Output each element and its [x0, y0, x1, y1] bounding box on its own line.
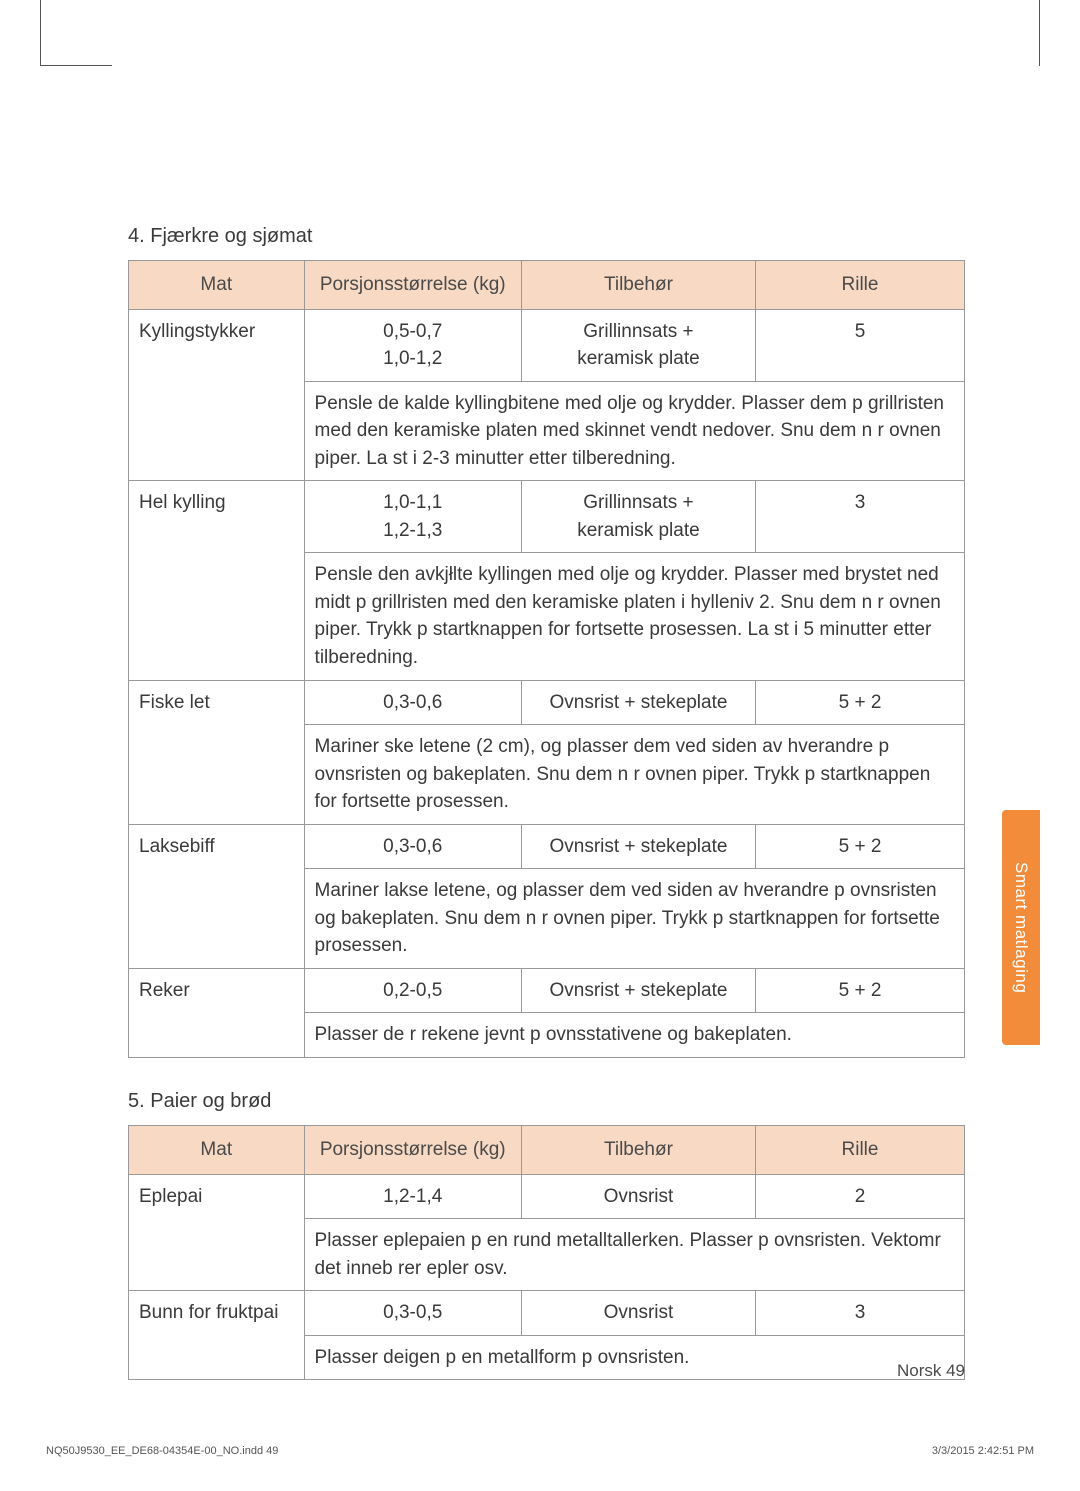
cell-instructions: Plasser de r rekene jevnt p ovnsstativen… — [304, 1013, 964, 1058]
cell-portion: 0,5-0,7 1,0-1,2 — [304, 309, 521, 381]
accessory-line: keramisk plate — [532, 517, 745, 545]
table-row: Fiske let 0,3-0,6 Ovnsrist + stekeplate … — [129, 680, 965, 725]
col-accessory: Tilbehør — [521, 1126, 755, 1175]
cell-instructions: Plasser deigen p en metallform p ovnsris… — [304, 1335, 964, 1380]
page-number: Norsk 49 — [897, 1361, 965, 1381]
side-tab: Smart matlaging — [1002, 810, 1040, 1045]
cell-food: Kyllingstykker — [129, 309, 305, 481]
section5-table: Mat Porsjonsstørrelse (kg) Tilbehør Rill… — [128, 1125, 965, 1380]
table-header-row: Mat Porsjonsstørrelse (kg) Tilbehør Rill… — [129, 261, 965, 310]
portion-line: 1,2-1,3 — [315, 517, 511, 545]
cell-portion: 1,2-1,4 — [304, 1174, 521, 1219]
cell-level: 5 + 2 — [755, 824, 964, 869]
cell-portion: 0,3-0,5 — [304, 1291, 521, 1336]
cell-level: 5 + 2 — [755, 968, 964, 1013]
table-header-row: Mat Porsjonsstørrelse (kg) Tilbehør Rill… — [129, 1126, 965, 1175]
cell-accessory: Ovnsrist — [521, 1174, 755, 1219]
cell-food: Hel kylling — [129, 481, 305, 680]
cell-accessory: Ovnsrist + stekeplate — [521, 824, 755, 869]
crop-mark-top-left — [40, 0, 112, 66]
cell-food: Eplepai — [129, 1174, 305, 1291]
cell-food: Fiske let — [129, 680, 305, 824]
cell-accessory: Ovnsrist — [521, 1291, 755, 1336]
cell-portion: 1,0-1,1 1,2-1,3 — [304, 481, 521, 553]
cell-accessory: Ovnsrist + stekeplate — [521, 680, 755, 725]
col-food: Mat — [129, 261, 305, 310]
section5-heading: 5. Paier og brød — [128, 1090, 965, 1113]
cell-accessory: Ovnsrist + stekeplate — [521, 968, 755, 1013]
portion-line: 1,0-1,1 — [315, 489, 511, 517]
portion-line: 0,5-0,7 — [315, 318, 511, 346]
section4-table: Mat Porsjonsstørrelse (kg) Tilbehør Rill… — [128, 260, 965, 1058]
footer-filename: NQ50J9530_EE_DE68-04354E-00_NO.indd 49 — [46, 1445, 278, 1457]
cell-level: 3 — [755, 481, 964, 553]
cell-portion: 0,3-0,6 — [304, 824, 521, 869]
cell-level: 2 — [755, 1174, 964, 1219]
section4-heading: 4. Fjærkre og sjømat — [128, 225, 965, 248]
cell-instructions: Pensle den avkjłlte kyllingen med olje o… — [304, 553, 964, 680]
cell-level: 5 — [755, 309, 964, 381]
cell-instructions: Plasser eplepaien p en rund metalltaller… — [304, 1219, 964, 1291]
table-row: Eplepai 1,2-1,4 Ovnsrist 2 — [129, 1174, 965, 1219]
side-tab-label: Smart matlaging — [1011, 862, 1031, 993]
cell-level: 3 — [755, 1291, 964, 1336]
table-row: Reker 0,2-0,5 Ovnsrist + stekeplate 5 + … — [129, 968, 965, 1013]
table-row: Laksebiff 0,3-0,6 Ovnsrist + stekeplate … — [129, 824, 965, 869]
cell-accessory: Grillinnsats + keramisk plate — [521, 481, 755, 553]
col-accessory: Tilbehør — [521, 261, 755, 310]
cell-level: 5 + 2 — [755, 680, 964, 725]
col-level: Rille — [755, 261, 964, 310]
crop-mark-top-right — [1016, 0, 1040, 66]
table-row: Hel kylling 1,0-1,1 1,2-1,3 Grillinnsats… — [129, 481, 965, 553]
accessory-line: keramisk plate — [532, 345, 745, 373]
cell-portion: 0,3-0,6 — [304, 680, 521, 725]
col-food: Mat — [129, 1126, 305, 1175]
cell-accessory: Grillinnsats + keramisk plate — [521, 309, 755, 381]
cell-instructions: Mariner ske letene (2 cm), og plasser de… — [304, 725, 964, 825]
col-level: Rille — [755, 1126, 964, 1175]
accessory-line: Grillinnsats + — [532, 318, 745, 346]
cell-instructions: Mariner lakse letene, og plasser dem ved… — [304, 869, 964, 969]
table-row: Bunn for fruktpai 0,3-0,5 Ovnsrist 3 — [129, 1291, 965, 1336]
portion-line: 1,0-1,2 — [315, 345, 511, 373]
col-portion: Porsjonsstørrelse (kg) — [304, 1126, 521, 1175]
cell-food: Laksebiff — [129, 824, 305, 968]
footer-timestamp: 3/3/2015 2:42:51 PM — [932, 1445, 1034, 1457]
table-row: Kyllingstykker 0,5-0,7 1,0-1,2 Grillinns… — [129, 309, 965, 381]
cell-food: Reker — [129, 968, 305, 1057]
cell-instructions: Pensle de kalde kyllingbitene med olje o… — [304, 381, 964, 481]
col-portion: Porsjonsstørrelse (kg) — [304, 261, 521, 310]
accessory-line: Grillinnsats + — [532, 489, 745, 517]
cell-food: Bunn for fruktpai — [129, 1291, 305, 1380]
cell-portion: 0,2-0,5 — [304, 968, 521, 1013]
